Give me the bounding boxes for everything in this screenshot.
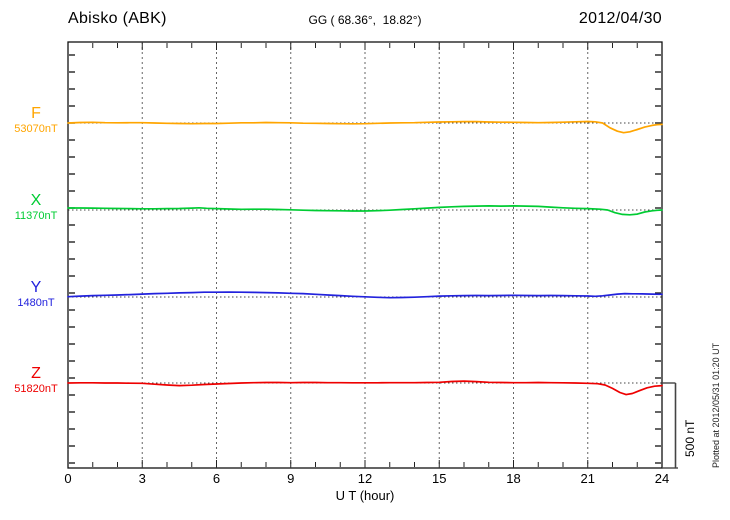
series-baseline-F: 53070nT: [14, 123, 58, 135]
series-label-Z: Z 51820nT: [4, 364, 68, 396]
series-baseline-X: 11370nT: [14, 210, 58, 222]
series-name-Z: Z: [31, 365, 41, 382]
series-label-F: F 53070nT: [4, 104, 68, 136]
plotted-at-note: Plotted at 2012/05/31 01:20 UT: [711, 342, 721, 468]
series-baseline-Z: 51820nT: [14, 383, 58, 395]
x-tick-label: 12: [357, 471, 373, 486]
x-axis-title: U T (hour): [335, 488, 395, 503]
coordinates-label: GG ( 68.36°, 18.82°): [308, 13, 422, 27]
series-baseline-Y: 1480nT: [17, 297, 55, 309]
x-tick-label: 9: [287, 471, 295, 486]
station-title: Abisko (ABK): [68, 10, 167, 27]
trace-Y: [67, 291, 663, 299]
x-tick-label: 3: [138, 471, 146, 486]
scalebar-label: 500 nT: [683, 419, 697, 457]
x-tick-label: 21: [580, 471, 595, 486]
series-name-X: X: [30, 192, 42, 209]
series-label-X: X 11370nT: [4, 191, 68, 223]
x-tick-label: 15: [432, 471, 447, 486]
date-label: 2012/04/30: [578, 10, 662, 27]
trace-F: [67, 120, 663, 134]
trace-X: [67, 205, 663, 216]
plot-frame: [67, 41, 663, 469]
trace-Z: [67, 380, 663, 396]
x-tick-label: 0: [64, 471, 72, 486]
series-label-Y: Y 1480nT: [4, 278, 68, 310]
series-name-Y: Y: [30, 279, 42, 296]
x-tick-label: 6: [212, 471, 221, 486]
x-tick-label: 18: [506, 471, 521, 486]
series-name-F: F: [31, 105, 41, 122]
x-tick-label: 24: [654, 471, 670, 486]
